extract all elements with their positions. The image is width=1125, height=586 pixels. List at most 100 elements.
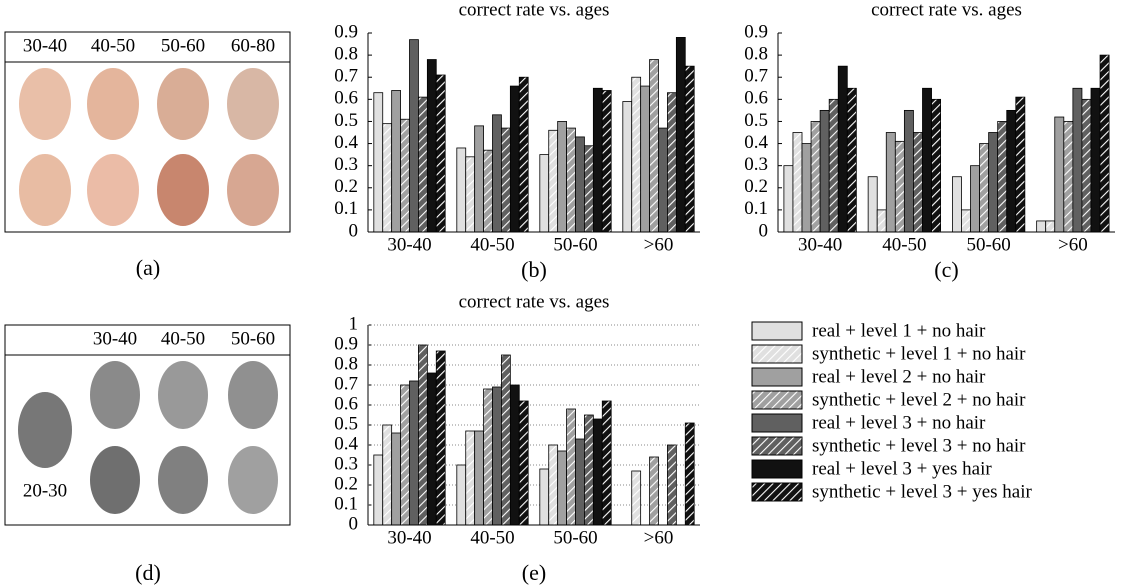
bar (548, 444, 559, 526)
caption: (a) (136, 255, 160, 280)
legend-swatch (751, 367, 803, 387)
y-tick-label: 0.7 (334, 373, 358, 394)
caption: (d) (135, 560, 161, 585)
bar (819, 109, 830, 233)
age-label: 50-60 (161, 35, 205, 56)
bar (1072, 87, 1083, 233)
legend-label: real + level 1 + no hair (812, 320, 986, 341)
bar (894, 140, 905, 233)
bar (931, 98, 942, 233)
bar (810, 121, 821, 233)
bar (684, 422, 695, 526)
bar (409, 39, 419, 233)
x-tick-label: 30-40 (387, 527, 431, 548)
y-tick-label: 0 (349, 513, 359, 534)
bar (557, 450, 567, 526)
face (157, 68, 209, 140)
x-tick-label: >60 (1058, 234, 1088, 255)
face-grid (18, 361, 278, 514)
bar (435, 350, 446, 526)
bar (658, 127, 668, 233)
legend-swatch (751, 390, 803, 410)
face (227, 68, 279, 140)
y-tick-label: 0.9 (334, 21, 358, 42)
bar (837, 65, 848, 233)
legend-label: real + level 3 + yes hair (812, 458, 992, 479)
x-tick-label: 40-50 (470, 234, 514, 255)
y-tick-label: 0.8 (334, 353, 358, 374)
y-tick-label: 0.6 (334, 393, 358, 414)
bar (622, 101, 633, 233)
age-label: 30-40 (23, 35, 67, 56)
y-tick-label: 0.9 (334, 333, 358, 354)
bar (575, 136, 585, 233)
bar (601, 400, 612, 526)
bar (640, 85, 650, 233)
bar (400, 384, 410, 526)
y-tick-label: 0.4 (334, 433, 358, 454)
bar (456, 147, 467, 233)
bar (456, 464, 467, 526)
bar (979, 143, 990, 233)
legend-swatch (751, 321, 803, 341)
legend-label: synthetic + level 3 + no hair (812, 435, 1026, 456)
y-tick-label: 0.4 (334, 132, 358, 153)
bar (509, 85, 520, 233)
bar (501, 127, 511, 233)
bar (649, 59, 659, 233)
face (90, 446, 140, 514)
legend-label: real + level 3 + no hair (812, 412, 986, 433)
face (228, 361, 278, 429)
age-label: 20-30 (23, 480, 67, 501)
y-tick-label: 0.1 (744, 198, 768, 219)
bar (792, 132, 803, 233)
bar (1015, 96, 1026, 233)
bar (584, 145, 594, 233)
bar (426, 59, 437, 233)
bar (426, 372, 437, 526)
bar (867, 176, 878, 233)
y-tick-label: 0.2 (744, 176, 768, 197)
y-tick-label: 0.5 (744, 110, 768, 131)
bar (631, 76, 642, 233)
panel-d: 30-40 40-50 50-60 20-30 (d) (4, 324, 291, 585)
chart-title: correct rate vs. ages (459, 291, 610, 312)
bar (483, 149, 493, 233)
y-tick-label: 1 (349, 313, 359, 334)
y-tick-label: 0 (349, 220, 359, 241)
legend-swatch (751, 482, 803, 502)
bar (548, 129, 559, 233)
bar (492, 386, 502, 526)
bar (684, 65, 695, 233)
bar (1081, 98, 1092, 233)
chart-title: correct rate vs. ages (871, 0, 1022, 20)
bar (400, 118, 410, 233)
bar (465, 430, 476, 526)
bar (382, 424, 393, 526)
bar (518, 76, 529, 233)
bar (566, 127, 576, 233)
face-grid (19, 68, 279, 226)
y-tick-label: 0.3 (334, 453, 358, 474)
x-tick-label: 40-50 (882, 234, 926, 255)
face (19, 154, 71, 226)
bar (501, 354, 511, 526)
y-tick-label: 0.1 (334, 493, 358, 514)
bar (1090, 87, 1101, 233)
face (87, 154, 139, 226)
bar (783, 165, 794, 233)
y-tick-label: 0.9 (744, 21, 768, 42)
bar (667, 444, 677, 526)
x-tick-label: 40-50 (470, 527, 514, 548)
caption: (b) (521, 257, 547, 282)
caption: (c) (934, 257, 958, 282)
bar (409, 380, 419, 526)
bar (1036, 220, 1047, 233)
y-tick-label: 0.7 (744, 66, 768, 87)
face (228, 446, 278, 514)
age-label: 40-50 (91, 35, 135, 56)
bar (539, 468, 550, 526)
legend-swatch (751, 436, 803, 456)
x-tick-label: 50-60 (966, 234, 1010, 255)
